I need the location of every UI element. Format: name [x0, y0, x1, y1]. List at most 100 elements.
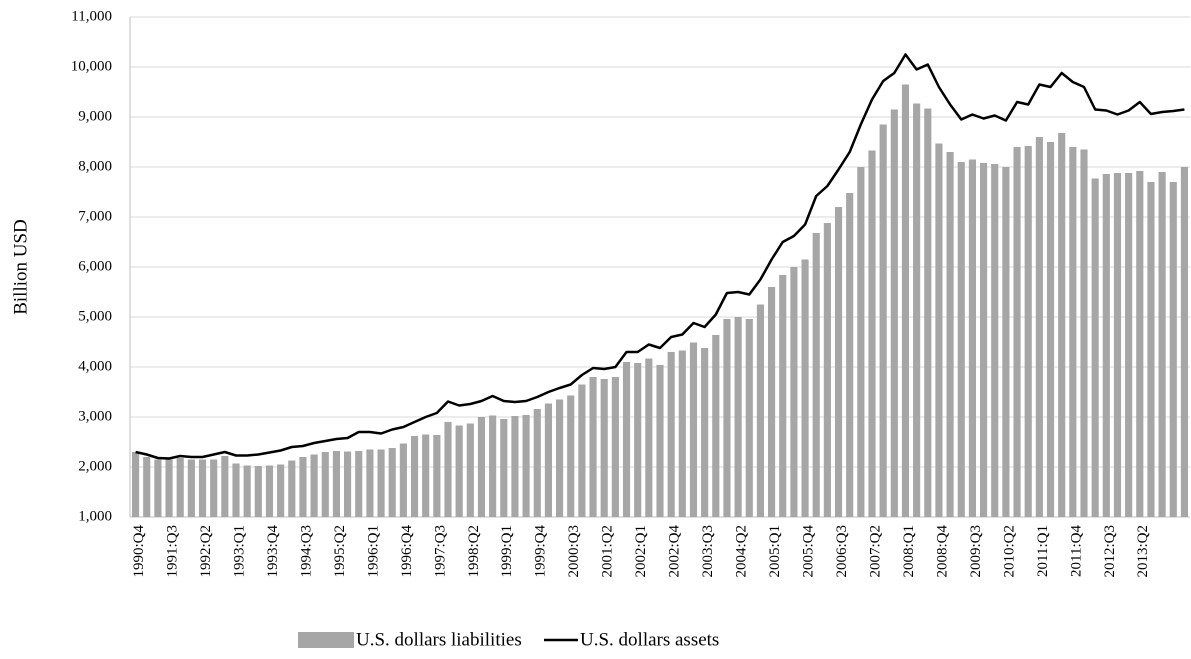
x-tick-label: 2006:Q3: [834, 525, 850, 578]
bar: [556, 399, 564, 517]
y-tick-label: 9,000: [78, 108, 112, 124]
y-tick-label: 3,000: [78, 408, 112, 424]
x-tick-label: 1999:Q1: [499, 525, 515, 578]
bar: [834, 207, 843, 517]
bar: [667, 352, 675, 517]
x-tick-label: 1993:Q4: [265, 525, 281, 578]
x-tick-label: 2003:Q3: [700, 525, 716, 578]
x-tick-label: 2008:Q4: [934, 525, 950, 578]
y-tick-label: 10,000: [71, 58, 112, 74]
line: [135, 53, 1185, 460]
x-tick-label: 2009:Q3: [968, 525, 984, 578]
bar: [388, 448, 396, 517]
bar: [511, 416, 519, 517]
bar: [544, 403, 552, 517]
bar: [1136, 171, 1144, 517]
y-tick-label: 5,000: [78, 308, 112, 324]
x-tick-label: 2010:Q2: [1001, 525, 1017, 578]
x-tick-label: 2011:Q4: [1068, 525, 1084, 577]
bar: [868, 150, 876, 517]
bar: [1002, 167, 1010, 517]
bar: [645, 358, 653, 517]
bar: [1125, 173, 1133, 517]
bar: [232, 463, 240, 517]
bar: [924, 108, 932, 517]
bar: [1013, 147, 1021, 517]
bar: [890, 109, 898, 517]
bar: [165, 459, 173, 517]
bar: [355, 451, 363, 517]
x-tick-label: 1990:Q4: [131, 525, 147, 578]
bar: [243, 465, 251, 517]
y-axis-title: Billion USD: [10, 219, 31, 315]
bar: [344, 451, 352, 517]
bar: [1113, 173, 1122, 517]
legend-label: U.S. dollars liabilities: [356, 629, 522, 650]
bar: [567, 395, 575, 517]
bar: [578, 384, 586, 517]
bar: [198, 459, 207, 517]
bar: [712, 335, 720, 517]
bar: [366, 449, 374, 517]
bar: [734, 317, 742, 517]
bar: [634, 363, 642, 517]
bar: [377, 449, 385, 517]
bar: [622, 362, 631, 517]
bar: [656, 365, 664, 517]
bar: [790, 267, 798, 517]
bar: [589, 377, 597, 517]
x-tick-label: 2004:Q2: [734, 525, 750, 578]
bar: [701, 348, 709, 517]
bar: [132, 452, 140, 517]
bar: [254, 466, 262, 517]
bar: [489, 415, 497, 517]
x-tick-label: 2011:Q1: [1035, 525, 1051, 577]
bar: [477, 417, 486, 517]
y-tick-label: 6,000: [78, 258, 112, 274]
bar: [913, 103, 921, 517]
x-tick-label: 2013:Q2: [1135, 525, 1151, 578]
bar: [857, 167, 865, 517]
x-tick-label: 1996:Q4: [399, 525, 415, 578]
bar: [1058, 133, 1066, 517]
x-tick-label: 1997:Q3: [432, 525, 448, 578]
x-tick-label: 2005:Q1: [767, 525, 783, 578]
bar: [779, 275, 787, 517]
bar: [935, 143, 943, 517]
bar: [310, 454, 318, 517]
bar: [846, 193, 854, 517]
bar: [812, 233, 820, 517]
bar: [1035, 137, 1043, 517]
x-tick-label: 2001:Q2: [600, 525, 616, 578]
y-tick-label: 7,000: [78, 208, 112, 224]
x-tick-label: 1993:Q1: [231, 525, 247, 578]
y-tick-label: 4,000: [78, 358, 112, 374]
bar: [689, 342, 698, 517]
bar: [221, 456, 229, 517]
bar: [299, 457, 307, 517]
bar: [399, 443, 407, 517]
bar: [611, 377, 619, 517]
bar: [600, 379, 608, 517]
x-tick-label: 1992:Q2: [198, 525, 214, 578]
bar: [1091, 178, 1099, 517]
x-tick-label: 2007:Q2: [867, 525, 883, 578]
x-tick-label: 1994:Q3: [298, 525, 314, 578]
bar: [410, 436, 419, 517]
x-tick-label: 1995:Q2: [332, 525, 348, 578]
x-tick-label: 2002:Q1: [633, 525, 649, 578]
x-tick-label: 2000:Q3: [566, 525, 582, 578]
bar: [321, 452, 329, 517]
y-tick-label: 1,000: [78, 508, 112, 524]
bar: [332, 451, 340, 517]
bar: [288, 460, 296, 517]
bar: [823, 223, 831, 517]
bar: [1180, 167, 1188, 517]
bar: [1080, 149, 1088, 517]
bar: [1147, 182, 1155, 517]
bar: [723, 319, 731, 517]
bar: [968, 159, 976, 517]
bar: [991, 164, 999, 517]
